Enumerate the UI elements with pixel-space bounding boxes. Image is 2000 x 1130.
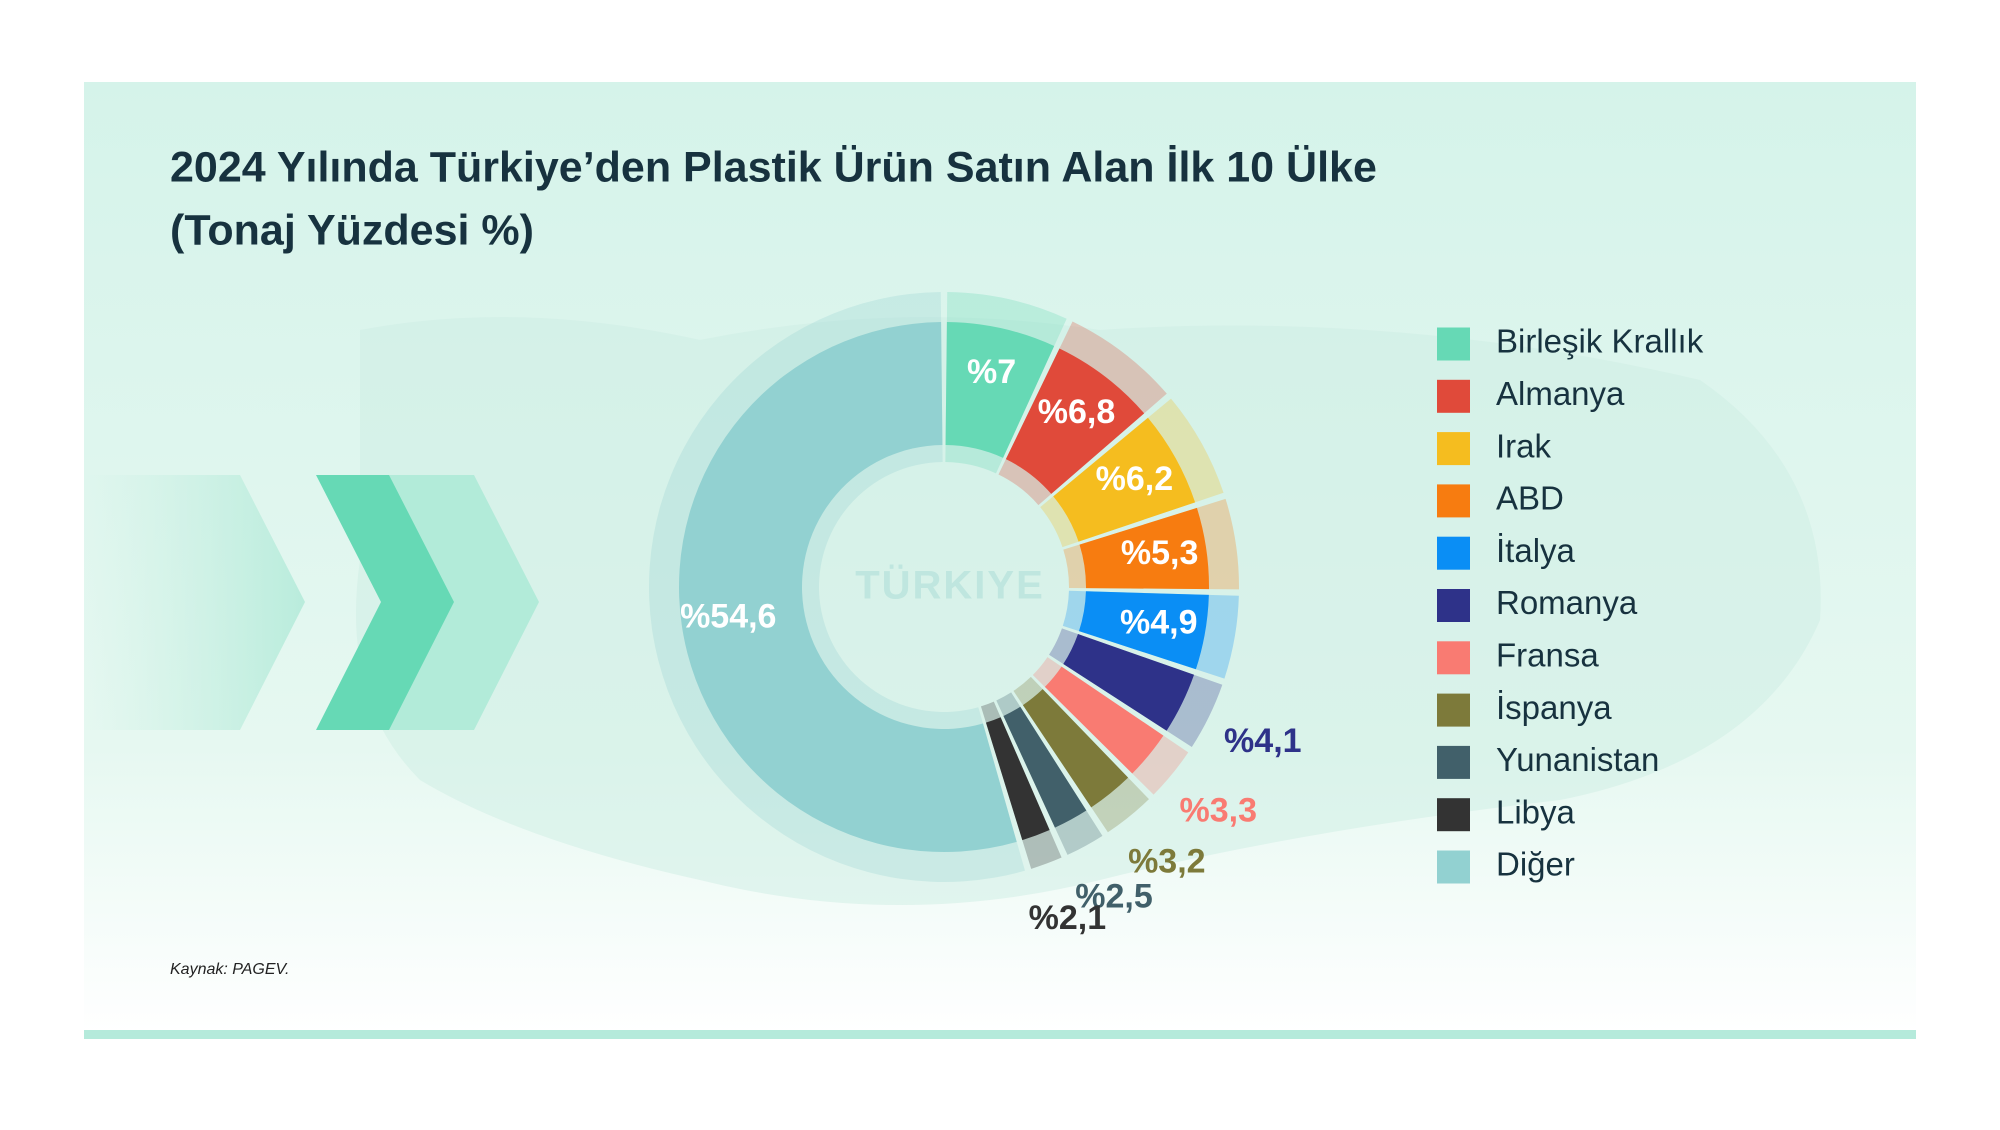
slice [1005, 348, 1145, 494]
chart-title: 2024 Yılında Türkiye’den Plastik Ürün Sa… [170, 143, 1377, 191]
slice [1063, 634, 1195, 731]
legend-swatch [1437, 798, 1470, 832]
legend-label: Fransa [1496, 637, 1599, 674]
slice [1044, 666, 1164, 774]
legend-label: Irak [1496, 427, 1552, 464]
legend-label: Libya [1496, 793, 1576, 830]
legend-swatch [1437, 850, 1470, 884]
legend-swatch [1437, 327, 1470, 361]
value-label: %2,1 [1029, 899, 1107, 937]
legend-swatch [1437, 484, 1470, 518]
legend-label: İspanya [1496, 689, 1612, 726]
legend-swatch [1437, 693, 1470, 727]
value-label: %6,2 [1096, 460, 1174, 498]
chart-subtitle: (Tonaj Yüzdesi %) [170, 206, 534, 254]
value-label: %4,9 [1120, 603, 1198, 641]
value-label: %4,1 [1224, 722, 1302, 760]
value-label: %7 [967, 353, 1016, 391]
slice [1079, 507, 1209, 590]
value-label: %6,8 [1038, 393, 1116, 431]
chevron-band [84, 475, 305, 730]
legend-label: Almanya [1496, 375, 1625, 412]
slice [1053, 417, 1196, 542]
slice [1022, 689, 1129, 808]
legend-label: İtalya [1496, 532, 1576, 569]
slice [985, 717, 1050, 841]
legend-label: Yunanistan [1496, 741, 1659, 778]
slice [945, 322, 1055, 458]
slice [1003, 706, 1087, 828]
source: Kaynak: PAGEV. [170, 961, 289, 978]
chevron [389, 475, 539, 730]
value-label: %3,2 [1128, 842, 1206, 880]
slice [1078, 591, 1209, 670]
value-label: %3,3 [1179, 791, 1257, 829]
legend-label: Birleşik Krallık [1496, 323, 1704, 360]
legend-label: Diğer [1496, 846, 1575, 883]
legend-swatch [1437, 745, 1470, 779]
bottom-stripe [84, 1030, 1916, 1039]
value-label: %5,3 [1121, 534, 1199, 572]
legend-swatch [1437, 432, 1470, 466]
legend-label: ABD [1496, 480, 1564, 517]
value-label: %54,6 [680, 597, 776, 635]
legend-swatch [1437, 379, 1470, 413]
legend-label: Romanya [1496, 584, 1638, 621]
value-label: %2,5 [1075, 878, 1153, 916]
legend-swatch [1437, 536, 1470, 570]
legend-swatch [1437, 641, 1470, 675]
center-label: TÜRKIYE [855, 563, 1045, 608]
legend-swatch [1437, 589, 1470, 622]
slice [679, 322, 1017, 853]
